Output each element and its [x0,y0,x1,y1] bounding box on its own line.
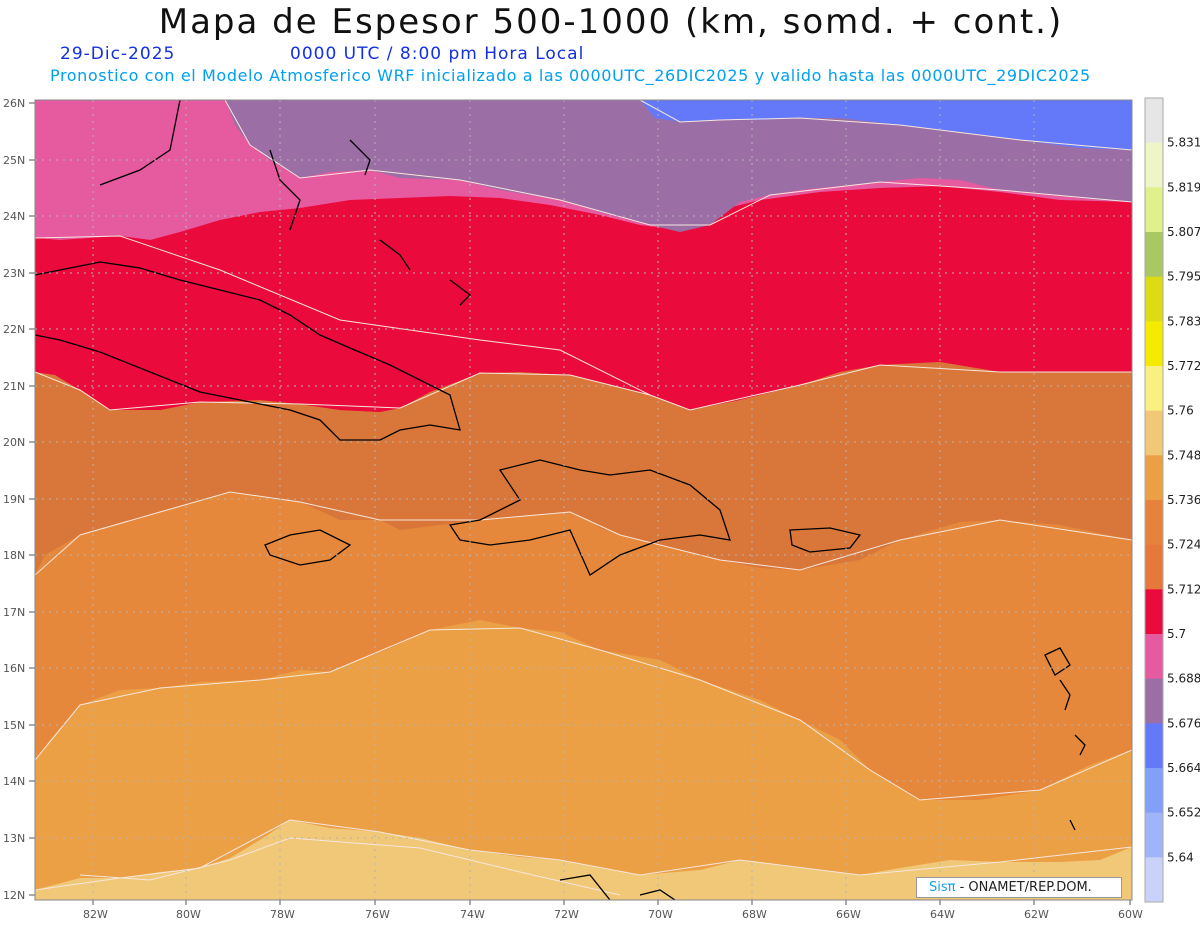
lat-label: 26N [3,97,25,110]
colorbar-swatch [1145,589,1163,635]
colorbar-label: 5.7 [1167,627,1186,641]
colorbar-swatch [1145,857,1163,903]
lat-lon-grid [35,100,1132,900]
colorbar-swatch [1145,276,1163,322]
colorbar-label: 5.76 [1167,404,1194,418]
lon-label: 62W [1024,908,1049,921]
colorbar-label: 5.724 [1167,538,1200,552]
bahamas-3 [379,239,411,271]
hispaniola-coast [448,459,731,576]
credit-box: Sisπ - ONAMET/REP.DOM. [916,877,1122,898]
colorbar-label: 5.688 [1167,672,1200,686]
lesser-antilles-2 [1059,679,1071,711]
venezuela-coast [559,874,611,900]
sispi-logo: Sisπ [929,880,956,895]
lat-label: 25N [3,154,25,167]
colorbar-label: 5.712 [1167,582,1200,596]
lon-label: 76W [365,908,390,921]
lon-label: 66W [836,908,861,921]
band-orange [35,838,660,900]
colorbar-swatch [1145,812,1163,858]
axis-ticks [29,102,1131,905]
colorbar-label: 5.807 [1167,225,1200,239]
lat-label: 13N [3,832,25,845]
lat-label: 21N [3,380,25,393]
lat-label: 17N [3,606,25,619]
colorbar-label: 5.783 [1167,314,1200,328]
forecast-description: Pronostico con el Modelo Atmosferico WRF… [50,66,1091,85]
lat-label: 16N [3,662,25,675]
lon-axis-labels: 82W 80W 78W 76W 74W 72W 70W 68W 66W 64W … [83,908,1143,921]
lat-label: 23N [3,267,25,280]
lesser-antilles-3 [1074,734,1086,756]
lat-label: 18N [3,549,25,562]
lat-label: 24N [3,210,25,223]
colorbar-swatch [1145,410,1163,456]
colorbar: 5.831 5.819 5.807 5.795 5.783 5.772 5.76 5.748 5… [1144,97,1200,903]
band-purple [225,100,1132,232]
colorbar-swatch [1145,500,1163,546]
lon-label: 68W [742,908,767,921]
colorbar-label: 5.831 [1167,136,1200,150]
coastlines [35,100,1086,900]
colorbar-label: 5.772 [1167,359,1200,373]
map-area [35,100,1132,900]
colorbar-swatch [1145,366,1163,412]
bahamas-4 [449,279,471,306]
colorbar-label: 5.664 [1167,761,1200,775]
map-frame [34,99,1133,901]
colorbar-swatch [1145,98,1163,144]
colorbar-swatch [1145,455,1163,501]
colorbar-swatch [1145,634,1163,680]
lat-label: 12N [3,889,25,902]
band-blue [640,100,1132,150]
valid-time: 0000 UTC / 8:00 pm Hora Local [290,44,585,64]
lon-label: 78W [270,908,295,921]
colorbar-swatch [1145,723,1163,769]
lon-label: 64W [930,908,955,921]
lesser-antilles-4 [1069,819,1076,831]
lat-label: 20N [3,436,25,449]
colorbar-swatch [1145,768,1163,814]
lat-label: 14N [3,775,25,788]
colorbar-swatch [1145,142,1163,188]
page-title: Mapa de Espesor 500-1000 (km, somd. + co… [158,2,1064,42]
lon-label: 82W [83,908,108,921]
lat-label: 19N [3,493,25,506]
colorbar-frame [1144,97,1164,903]
guajira-coast [639,889,676,900]
jamaica-coast [264,529,352,566]
colorbar-swatch [1145,321,1163,367]
colorbar-swatch [1145,544,1163,590]
contour-lines [35,100,1132,896]
colorbar-label: 5.736 [1167,493,1200,507]
bahamas-2 [349,139,371,176]
puerto-rico-coast [789,527,862,553]
colorbar-label: 5.652 [1167,806,1200,820]
colorbar-swatch [1145,678,1163,724]
colorbar-label: 5.676 [1167,716,1200,730]
lon-label: 74W [460,908,485,921]
lat-label: 22N [3,323,25,336]
colorbar-swatch [1145,187,1163,233]
colorbar-label: 5.748 [1167,448,1200,462]
colorbar-swatch [1145,232,1163,278]
colorbar-label: 5.795 [1167,270,1200,284]
lat-label: 15N [3,719,25,732]
credit-text: - ONAMET/REP.DOM. [959,880,1092,895]
lat-axis-labels: 26N 25N 24N 23N 22N 21N 20N 19N 18N 17N … [3,97,25,902]
lon-label: 70W [648,908,673,921]
lon-label: 60W [1118,908,1143,921]
band-red-west [35,236,690,412]
lon-label: 72W [554,908,579,921]
florida-keys [99,100,181,186]
cuba-coast [35,261,461,441]
lon-label: 80W [176,908,201,921]
forecast-date: 29-Dic-2025 [60,44,176,64]
bahamas-1 [269,149,301,231]
colorbar-label: 5.64 [1167,850,1194,864]
colorbar-label: 5.819 [1167,180,1200,194]
